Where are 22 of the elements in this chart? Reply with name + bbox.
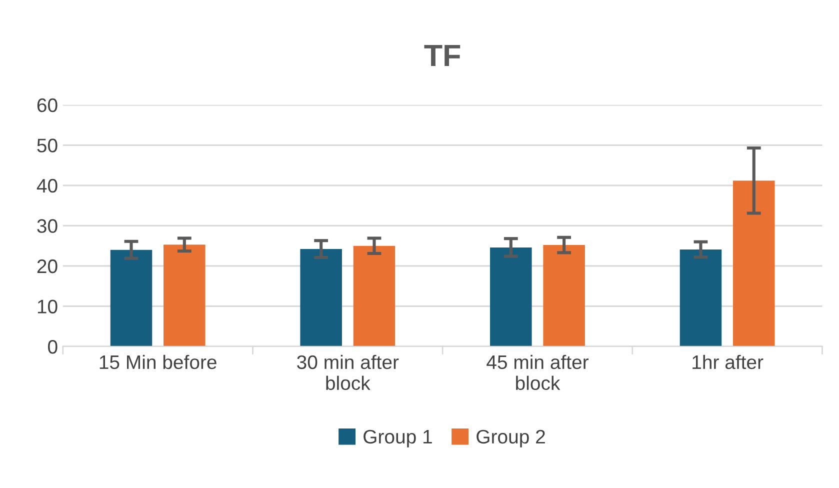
chart-title: TF xyxy=(424,45,460,66)
bar xyxy=(680,249,722,346)
legend-label: Group 1 xyxy=(364,430,432,448)
x-tick-label: 30 min after block xyxy=(297,354,399,390)
bar xyxy=(733,180,775,346)
y-tick-label: 40 xyxy=(36,178,58,193)
bar xyxy=(164,244,206,346)
x-tick-label: 15 Min before xyxy=(100,354,216,370)
y-tick-label: 60 xyxy=(37,98,58,112)
x-tick-label: 1hr after xyxy=(692,354,764,370)
bar xyxy=(353,246,396,346)
y-tick-label: 30 xyxy=(37,219,58,233)
y-tick-label: 20 xyxy=(37,259,58,274)
bar xyxy=(490,247,532,346)
y-tick-label: 50 xyxy=(37,138,58,152)
y-tick-label: 10 xyxy=(38,300,58,314)
y-tick-label: 0 xyxy=(48,340,58,354)
bar xyxy=(543,245,585,346)
legend-label: Group 2 xyxy=(476,430,545,448)
bar xyxy=(110,250,152,346)
x-tick-label: 45 min after block xyxy=(486,354,588,390)
bar xyxy=(300,249,342,346)
